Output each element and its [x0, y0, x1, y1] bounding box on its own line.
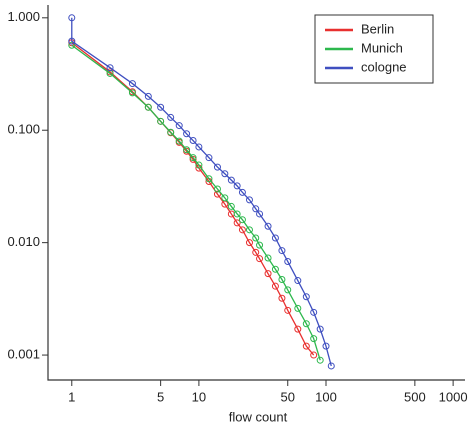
- point: [302, 293, 310, 301]
- y-tick-label: 0.001: [7, 346, 40, 361]
- point: [175, 137, 183, 145]
- point: [310, 308, 318, 316]
- legend-label: Munich: [361, 40, 403, 55]
- point: [106, 64, 114, 72]
- point: [68, 37, 76, 45]
- point: [233, 210, 241, 218]
- point: [157, 103, 165, 111]
- point: [316, 356, 324, 364]
- series-line: [71, 42, 315, 356]
- point: [271, 265, 279, 273]
- y-tick-label: 0.100: [7, 122, 40, 137]
- point: [271, 234, 279, 242]
- point: [252, 248, 260, 256]
- point: [227, 202, 235, 210]
- point: [167, 128, 175, 136]
- point: [256, 241, 264, 249]
- point: [227, 176, 235, 184]
- y-tick-label: 1.000: [7, 9, 40, 24]
- point: [294, 304, 302, 312]
- point: [213, 185, 221, 193]
- point: [264, 270, 272, 278]
- point: [256, 210, 264, 218]
- point: [284, 286, 292, 294]
- point: [233, 219, 241, 227]
- point: [213, 190, 221, 198]
- x-tick-label: 50: [281, 389, 295, 404]
- x-tick-label: 5: [157, 389, 164, 404]
- point: [221, 194, 229, 202]
- y-tick-label: 0.010: [7, 234, 40, 249]
- point: [278, 247, 286, 255]
- point: [238, 226, 246, 234]
- point: [245, 196, 253, 204]
- point: [128, 89, 136, 97]
- point: [278, 276, 286, 284]
- point: [264, 254, 272, 262]
- point: [271, 282, 279, 290]
- x-axis-label: flow count: [229, 409, 288, 424]
- point: [189, 154, 197, 162]
- point: [316, 325, 324, 333]
- point: [294, 325, 302, 333]
- point: [157, 117, 165, 125]
- x-tick-label: 500: [404, 389, 426, 404]
- point: [310, 335, 318, 343]
- point: [322, 342, 330, 350]
- point: [302, 342, 310, 350]
- point: [302, 320, 310, 328]
- x-tick-label: 10: [192, 389, 206, 404]
- legend-label: cologne: [361, 59, 407, 74]
- point: [245, 239, 253, 247]
- point: [252, 205, 260, 213]
- point: [252, 234, 260, 242]
- point: [284, 306, 292, 314]
- x-tick-label: 100: [315, 389, 337, 404]
- point: [233, 182, 241, 190]
- point: [128, 80, 136, 88]
- point: [205, 154, 213, 162]
- legend-label: Berlin: [361, 21, 394, 36]
- point: [195, 143, 203, 151]
- point: [189, 137, 197, 145]
- point: [175, 122, 183, 130]
- x-tick-label: 1000: [439, 389, 468, 404]
- point: [256, 255, 264, 263]
- point: [68, 14, 76, 22]
- point: [183, 146, 191, 154]
- x-tick-label: 1: [68, 389, 75, 404]
- point: [284, 257, 292, 265]
- point: [327, 362, 335, 370]
- point: [195, 161, 203, 169]
- point: [294, 277, 302, 285]
- point: [310, 351, 318, 359]
- series-line: [71, 44, 321, 361]
- point: [245, 226, 253, 234]
- point: [264, 222, 272, 230]
- point: [278, 294, 286, 302]
- point: [167, 113, 175, 121]
- point: [238, 188, 246, 196]
- point: [68, 41, 76, 49]
- point: [213, 163, 221, 171]
- point: [205, 175, 213, 183]
- point: [221, 170, 229, 178]
- point: [144, 103, 152, 111]
- point: [144, 92, 152, 100]
- point: [183, 130, 191, 138]
- point: [238, 216, 246, 224]
